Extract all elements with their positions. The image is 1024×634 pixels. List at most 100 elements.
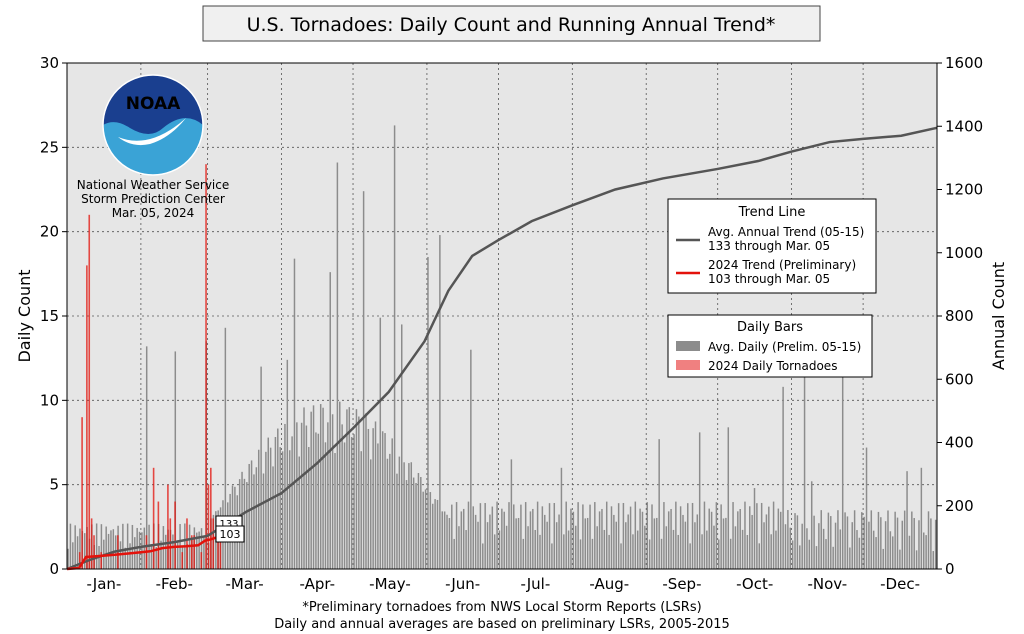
title-box xyxy=(202,5,821,42)
avg-daily-bar xyxy=(741,529,744,569)
avg-daily-bar xyxy=(200,528,203,569)
avg-daily-bar xyxy=(713,525,715,569)
avg-daily-bar xyxy=(431,503,434,569)
avg-daily-bar xyxy=(336,162,339,569)
avg-daily-bar xyxy=(777,508,780,569)
date-label: Mar. 05, 2024 xyxy=(112,206,195,220)
avg-daily-bar xyxy=(853,510,856,569)
avg-daily-bar xyxy=(265,451,267,569)
avg-daily-bar xyxy=(446,514,448,569)
avg-daily-bar xyxy=(76,536,79,569)
avg-daily-bar xyxy=(536,501,539,569)
right-tick-label: 600 xyxy=(945,370,974,388)
avg-daily-bar xyxy=(772,501,775,569)
avg-daily-bar xyxy=(451,504,453,569)
avg-daily-bar xyxy=(486,522,489,569)
avg-daily-bar xyxy=(729,538,732,569)
daily-2024-bar xyxy=(100,552,102,569)
avg-daily-bar xyxy=(656,517,658,569)
avg-daily-bar xyxy=(329,272,331,569)
avg-daily-bar xyxy=(748,506,751,569)
avg-daily-bar xyxy=(424,489,427,569)
avg-daily-bar xyxy=(822,528,825,569)
daily-2024-bar xyxy=(81,417,83,569)
svg-text:103: 103 xyxy=(220,528,241,541)
avg-daily-bar xyxy=(598,511,601,569)
right-tick-label: 1600 xyxy=(945,54,983,72)
avg-daily-bar xyxy=(706,530,708,569)
avg-daily-bar xyxy=(172,534,174,569)
avg-daily-bar xyxy=(493,534,496,569)
avg-daily-bar xyxy=(567,530,570,569)
avg-daily-bar xyxy=(932,551,935,569)
avg-daily-bar xyxy=(501,508,503,569)
avg-daily-bar xyxy=(269,447,272,569)
daily-2024-bar xyxy=(174,501,176,569)
avg-daily-bar xyxy=(370,459,372,569)
footnote-line-2: Daily and annual averages are based on p… xyxy=(274,617,730,632)
avg-daily-bar xyxy=(908,535,911,569)
left-tick-label: 20 xyxy=(40,223,59,241)
avg-daily-bar xyxy=(534,529,536,569)
avg-daily-bar xyxy=(393,125,396,569)
daily-2024-bar xyxy=(90,518,93,569)
avg-daily-bar xyxy=(610,506,613,569)
avg-daily-bar xyxy=(279,447,281,569)
avg-daily-bar xyxy=(574,525,577,569)
avg-daily-bar xyxy=(658,439,660,569)
avg-daily-bar xyxy=(517,517,520,569)
svg-text:133: 133 xyxy=(219,519,238,530)
avg-daily-bar xyxy=(646,502,648,569)
avg-daily-bar xyxy=(339,401,341,569)
avg-daily-bar xyxy=(710,511,713,569)
avg-daily-bar xyxy=(560,467,563,569)
avg-daily-bar xyxy=(441,511,444,569)
avg-daily-bar xyxy=(286,359,289,569)
avg-daily-bar xyxy=(544,514,546,569)
avg-daily-bar xyxy=(331,414,334,569)
avg-daily-bar xyxy=(107,533,110,569)
avg-daily-bar xyxy=(131,524,134,569)
avg-daily-bar xyxy=(496,501,498,569)
avg-daily-bar xyxy=(248,463,250,569)
avg-daily-bar xyxy=(892,536,894,569)
avg-daily-bar xyxy=(138,531,141,569)
avg-daily-bar xyxy=(839,529,842,569)
avg-daily-bar xyxy=(524,502,527,569)
avg-daily-bar xyxy=(720,504,722,569)
avg-daily-bar xyxy=(553,503,556,569)
avg-daily-bar xyxy=(722,518,725,569)
chart-title: U.S. Tornadoes: Daily Count and Running … xyxy=(247,14,776,36)
avg-daily-bar xyxy=(884,521,887,569)
avg-daily-bar xyxy=(818,523,820,569)
avg-daily-bar xyxy=(782,386,784,569)
left-tick-label: 15 xyxy=(40,307,59,325)
avg-daily-bar xyxy=(775,530,777,569)
avg-daily-bar xyxy=(434,499,436,569)
avg-daily-bar xyxy=(548,503,551,569)
avg-daily-bar xyxy=(627,514,629,569)
avg-daily-bar xyxy=(670,508,672,569)
right-axis-label: Annual Count xyxy=(989,262,1008,370)
avg-daily-bar xyxy=(801,523,803,569)
avg-daily-bar xyxy=(296,422,298,569)
avg-daily-bar xyxy=(358,416,360,569)
avg-daily-bar xyxy=(317,433,320,569)
month-tick-label: -Aug- xyxy=(589,575,629,593)
avg-daily-bar xyxy=(403,462,405,569)
avg-daily-bar xyxy=(591,538,594,569)
avg-daily-bar xyxy=(284,423,286,569)
right-tick-label: 1000 xyxy=(945,244,983,262)
avg-daily-bar xyxy=(150,543,153,569)
avg-daily-bar xyxy=(694,522,696,569)
avg-daily-bar xyxy=(827,512,830,569)
left-tick-label: 5 xyxy=(49,476,59,494)
avg-daily-bar xyxy=(751,514,753,569)
avg-daily-bar xyxy=(927,511,930,569)
avg-daily-bar xyxy=(112,529,115,569)
avg-daily-bar xyxy=(813,515,815,569)
avg-daily-bar xyxy=(365,413,367,569)
avg-daily-bar xyxy=(880,517,882,569)
legend-2024-trend-line2: 103 through Mar. 05 xyxy=(708,272,830,286)
avg-daily-bar xyxy=(739,509,741,569)
